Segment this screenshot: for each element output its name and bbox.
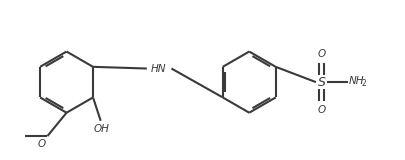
Text: 2: 2 xyxy=(361,79,366,88)
Text: O: O xyxy=(37,139,45,149)
Text: S: S xyxy=(318,76,325,89)
Text: HN: HN xyxy=(151,64,166,74)
Text: NH: NH xyxy=(348,76,364,86)
Text: OH: OH xyxy=(94,124,109,134)
Text: O: O xyxy=(318,49,326,59)
Text: O: O xyxy=(318,105,326,116)
